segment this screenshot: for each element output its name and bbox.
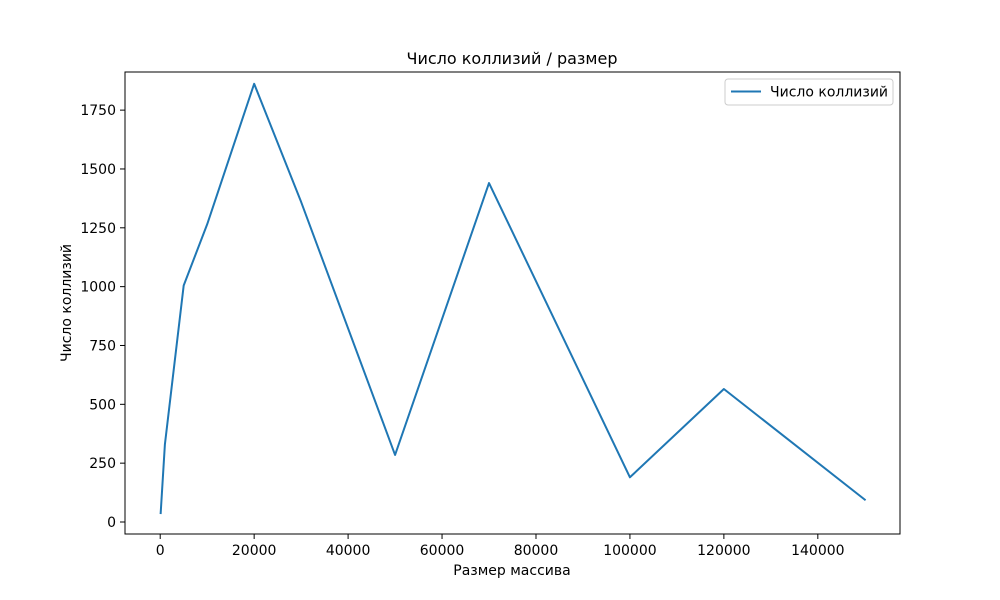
chart-title: Число коллизий / размер [407,49,618,68]
series-layer [159,82,867,515]
y-tick-label: 750 [89,338,116,354]
series-line-0 [159,82,867,515]
x-axis: 0 20000 40000 60000 80000 100000 120000 140000 [156,534,845,559]
y-tick-label: 1500 [80,162,116,178]
legend-box [724,78,894,106]
y-tick-label: 500 [89,397,116,413]
x-tick-label: 100000 [603,543,656,559]
x-tick-label: 0 [156,543,165,559]
y-tick-label: 0 [107,515,116,531]
x-tick-label: 140000 [791,543,844,559]
x-tick-label: 40000 [326,543,371,559]
x-axis-label: Размер массива [453,563,570,579]
x-tick-label: 60000 [420,543,465,559]
x-tick-label: 20000 [232,543,277,559]
y-tick-label: 250 [89,456,116,472]
y-tick-label: 1750 [80,103,116,119]
y-axis-label: Число коллизий [59,244,75,362]
x-tick-label: 120000 [697,543,750,559]
y-tick-label: 1000 [80,280,116,296]
plot-area-background [125,72,900,534]
x-tick-label: 80000 [514,543,559,559]
legend: Число коллизий [724,78,894,106]
y-tick-label: 1250 [80,221,116,237]
plot-frame [124,71,901,535]
y-axis: 0 250 500 750 1000 1250 1500 1750 [80,103,125,531]
legend-label: Число коллизий [770,85,888,101]
